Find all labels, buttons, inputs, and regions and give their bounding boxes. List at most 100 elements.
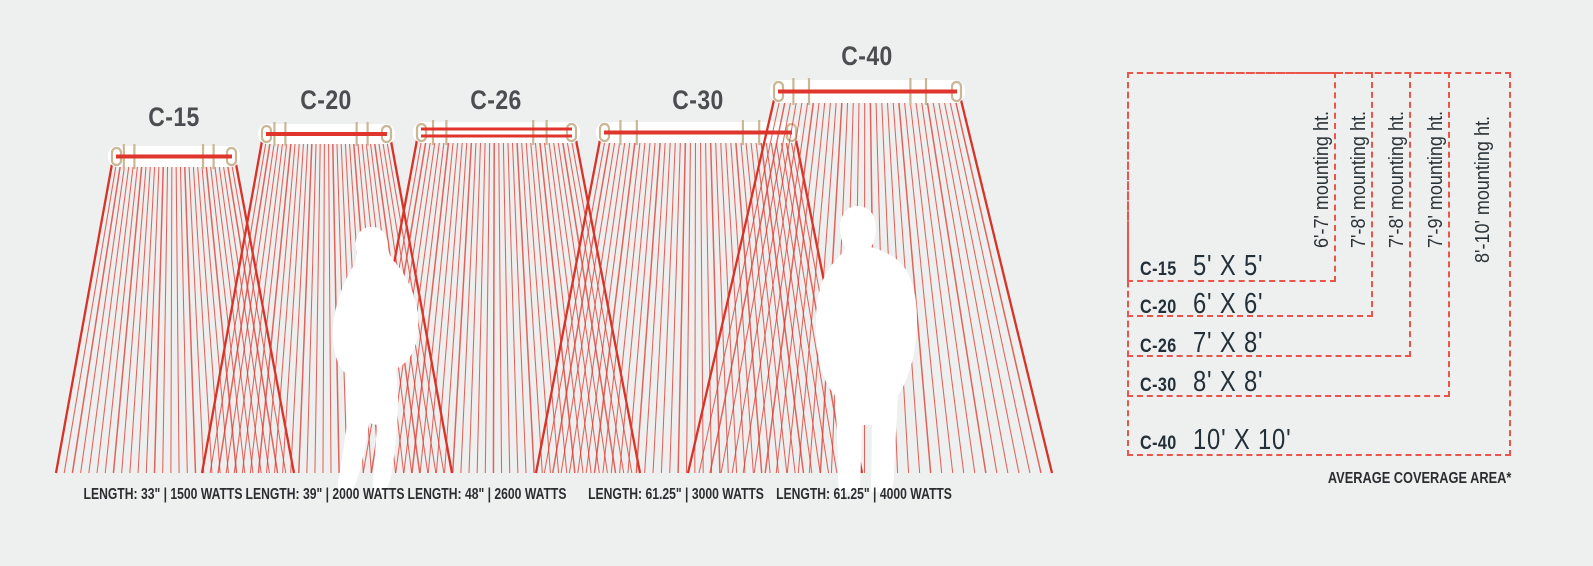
heat-ray	[468, 139, 482, 474]
heat-ray	[548, 139, 592, 474]
coverage-model: C-30	[1140, 375, 1177, 396]
heat-ray	[121, 163, 147, 474]
heat-ray	[669, 139, 681, 474]
heat-ray	[534, 139, 568, 474]
heat-ray	[460, 139, 477, 474]
heat-ray	[217, 140, 272, 474]
heat-ray	[903, 99, 943, 474]
coverage-model: C-40	[1140, 433, 1177, 454]
heat-ray	[610, 139, 646, 474]
heat-ray	[444, 139, 468, 474]
heat-ray	[753, 99, 809, 474]
heat-ray	[435, 139, 463, 474]
heat-ray	[80, 163, 126, 474]
heat-ray	[257, 140, 292, 474]
heat-ray	[552, 139, 600, 474]
spec-label-c40: LENGTH: 61.25" | 4000 WATTS	[776, 486, 952, 503]
mounting-height-label-c26: 7'-8' mounting ht.	[1386, 111, 1408, 248]
heat-ray	[686, 99, 776, 474]
average-coverage-area-note: AVERAGE COVERAGE AREA*	[1327, 470, 1512, 487]
heat-ray	[699, 139, 704, 474]
coverage-area: 7' X 8'	[1193, 327, 1264, 359]
heat-ray	[915, 99, 965, 474]
coverage-area: 5' X 5'	[1193, 250, 1264, 282]
heat-ray	[322, 140, 325, 474]
heat-ray	[476, 139, 486, 474]
heat-ray	[566, 139, 625, 474]
heat-ray	[644, 139, 666, 474]
heat-ray	[932, 99, 998, 474]
heat-ray	[954, 99, 1042, 474]
heat-ray	[750, 139, 788, 474]
heat-ray	[660, 139, 676, 474]
end-cap	[565, 122, 578, 143]
heat-ray	[602, 139, 641, 474]
heat-ray	[949, 99, 1031, 474]
heat-ray	[411, 139, 450, 474]
heat-ray	[720, 139, 738, 474]
heat-ray	[909, 99, 954, 474]
heat-ray	[233, 140, 280, 474]
mounting-height-label-c40: 8'-10' mounting ht.	[1472, 116, 1494, 264]
heat-ray	[635, 139, 662, 474]
heat-ray	[560, 139, 616, 474]
heat-ray	[209, 163, 246, 474]
coverage-area: 6' X 6'	[1193, 288, 1264, 320]
heat-ray	[54, 163, 114, 474]
heat-ray	[585, 139, 631, 474]
coverage-box-c-40	[1127, 72, 1511, 456]
heat-ray	[593, 139, 636, 474]
heat-ray	[530, 139, 560, 474]
heat-ray	[328, 140, 332, 474]
coverage-model: C-15	[1140, 259, 1177, 280]
heat-ray	[920, 99, 976, 474]
heat-ray	[282, 140, 305, 474]
heat-ray	[492, 139, 495, 474]
heat-ray	[534, 139, 602, 474]
heat-ray	[218, 163, 262, 474]
coverage-model: C-26	[1140, 336, 1177, 357]
heat-ray	[214, 163, 254, 474]
person-small-silhouette	[332, 226, 419, 497]
heat-ray	[290, 140, 309, 474]
heater-body	[413, 122, 580, 143]
heat-ray	[760, 139, 805, 474]
heat-ray	[685, 139, 691, 474]
heat-ray	[780, 139, 838, 474]
heat-ray	[786, 99, 826, 474]
spec-label-c20: LENGTH: 39" | 2000 WATTS	[245, 486, 405, 503]
heater-unit-c-20	[200, 122, 454, 474]
heat-ray	[331, 140, 340, 474]
heat-ray	[731, 99, 798, 474]
coverage-model: C-20	[1140, 297, 1177, 318]
heat-ray	[498, 139, 503, 474]
heat-ray	[937, 99, 1009, 474]
heat-ray	[192, 163, 213, 474]
heat-ray	[314, 140, 321, 474]
heat-ray	[306, 140, 317, 474]
heat-ray	[538, 139, 576, 474]
heat-ray	[137, 163, 156, 474]
heat-ray	[153, 163, 165, 474]
heat-ray	[88, 163, 130, 474]
heat-ray	[561, 139, 617, 474]
heat-ray	[170, 163, 173, 474]
heat-ray	[715, 139, 729, 474]
heat-ray	[249, 140, 288, 474]
heat-ray	[551, 139, 611, 474]
coverage-row-c26: C-26 7' X 8'	[1140, 327, 1279, 359]
mounting-height-label-c20: 7'-8' mounting ht.	[1348, 111, 1370, 248]
heat-ray	[797, 99, 832, 474]
coverage-area: 10' X 10'	[1193, 424, 1292, 456]
heater-unit-c-15	[54, 144, 296, 474]
heat-ray	[196, 163, 221, 474]
heat-ray	[395, 139, 441, 474]
heat-ray	[175, 163, 180, 474]
heat-ray	[225, 140, 276, 474]
mounting-height-label-c15: 6'-7' mounting ht.	[1311, 111, 1333, 248]
heat-ray	[720, 99, 792, 474]
heat-ray	[112, 163, 143, 474]
heat-ray	[516, 139, 535, 474]
coverage-row-c30: C-30 8' X 8'	[1140, 366, 1279, 398]
coverage-row-c20: C-20 6' X 6'	[1140, 288, 1279, 320]
